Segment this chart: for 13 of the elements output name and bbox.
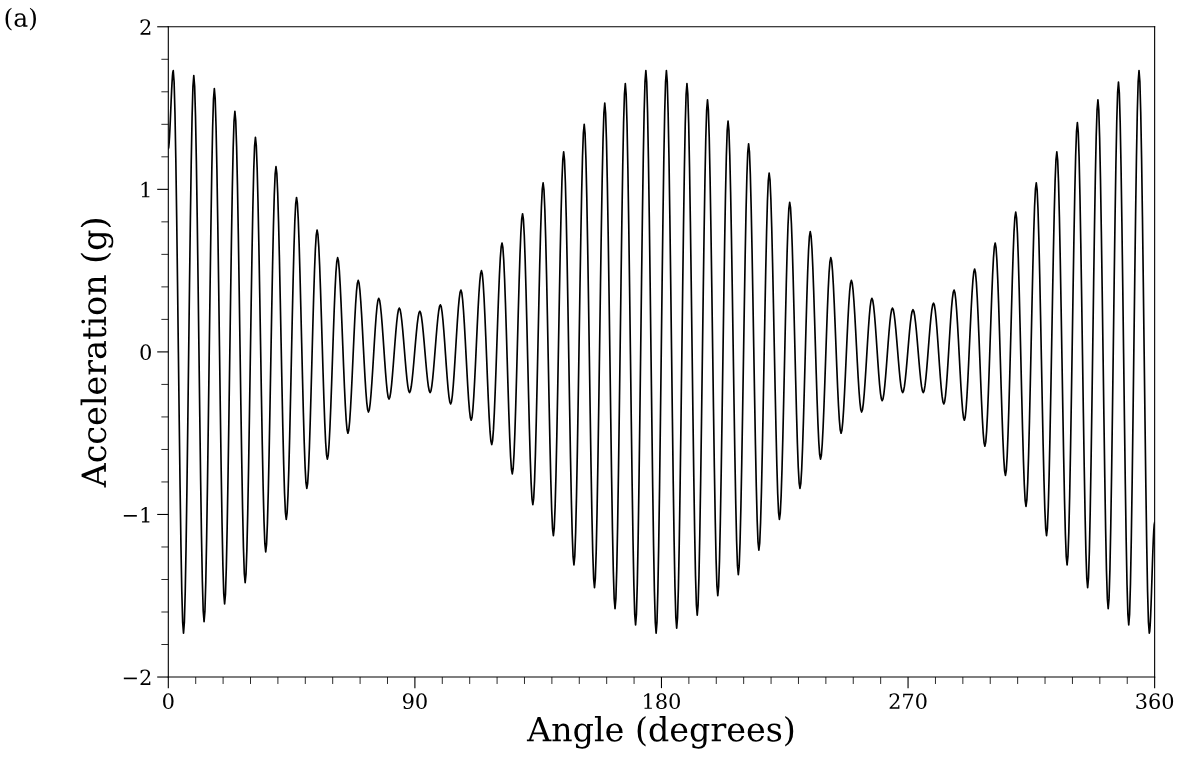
y-tick-label: −1 [123, 506, 150, 523]
y-axis-title: Acceleration (g) [80, 219, 114, 488]
y-tick-label: 2 [140, 19, 151, 35]
x-axis-title: Angle (degrees) [526, 715, 794, 749]
x-tick-label: 270 [889, 693, 927, 710]
y-tick-label: 0 [140, 344, 151, 361]
x-tick-label: 360 [1136, 693, 1174, 710]
y-tick-label: 1 [141, 181, 150, 198]
text: (a) [5, 7, 36, 31]
x-tick-label: 180 [644, 693, 680, 710]
y-tick-label: −2 [123, 669, 151, 685]
x-tick-label: 90 [402, 693, 427, 710]
x-tick-label: 0 [163, 693, 174, 710]
